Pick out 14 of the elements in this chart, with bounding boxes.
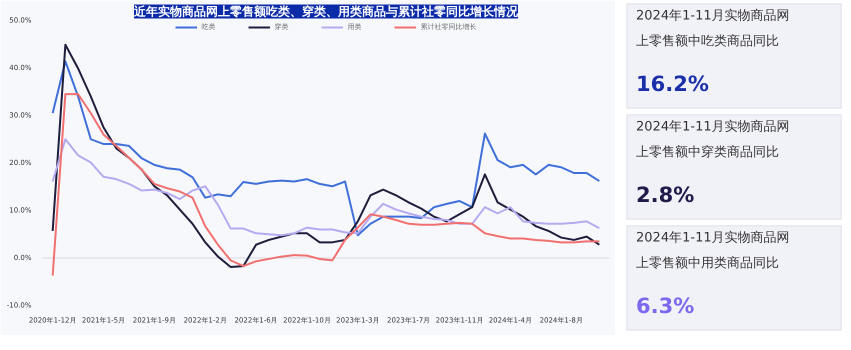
text: 16.2%	[636, 72, 709, 96]
text: 上零售额中吃类商品同比	[636, 34, 780, 50]
text: 2024年1-11月实物商品网	[636, 8, 790, 24]
line-series	[52, 138, 600, 236]
text: 6.3%	[636, 294, 694, 318]
text: 2024年1-11月实物商品网	[636, 230, 790, 246]
chart-title: 近年实物商品网上零售额吃类、穿类、用类商品与累计社零同比增长情况	[133, 4, 519, 18]
text: 2.8%	[636, 182, 694, 207]
line-series	[52, 93, 600, 277]
text: 上零售额中用类商品同比	[636, 256, 780, 272]
text: 2024年1-11月实物商品网	[636, 120, 790, 135]
line-series	[52, 60, 600, 236]
line-series	[52, 44, 600, 268]
text: 上零售额中穿类商品同比	[636, 145, 780, 160]
